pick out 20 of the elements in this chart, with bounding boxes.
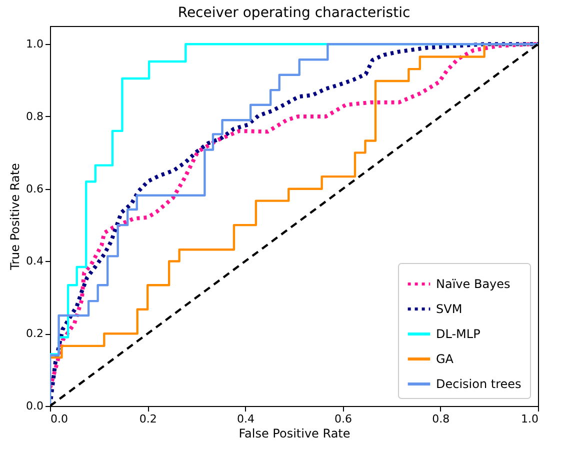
legend-label: GA <box>436 352 454 366</box>
y-tick-label: 0.4 <box>26 254 44 268</box>
legend-label: DL-MLP <box>436 327 480 341</box>
chart-title: Receiver operating characteristic <box>178 5 410 21</box>
x-tick-label: 0.6 <box>334 412 352 426</box>
legend-label: Naïve Bayes <box>436 277 510 291</box>
legend-label: SVM <box>436 302 462 316</box>
y-axis-title: True Positive Rate <box>8 163 22 271</box>
y-tick-label: 0.2 <box>26 327 44 340</box>
y-tick-label: 1.0 <box>26 38 44 51</box>
y-tick-label: 0.6 <box>26 182 44 196</box>
y-tick-label: 0.8 <box>26 110 44 123</box>
x-tick-label: 0.2 <box>139 412 157 426</box>
x-tick-label: 0.0 <box>50 412 68 426</box>
legend-label: Decision trees <box>436 377 522 391</box>
x-tick-label: 1.0 <box>521 412 538 426</box>
x-tick-label: 0.4 <box>236 412 254 426</box>
x-tick-label: 0.8 <box>432 412 450 426</box>
y-tick-label: 0.0 <box>26 400 44 412</box>
x-axis-title: False Positive Rate <box>238 426 350 440</box>
